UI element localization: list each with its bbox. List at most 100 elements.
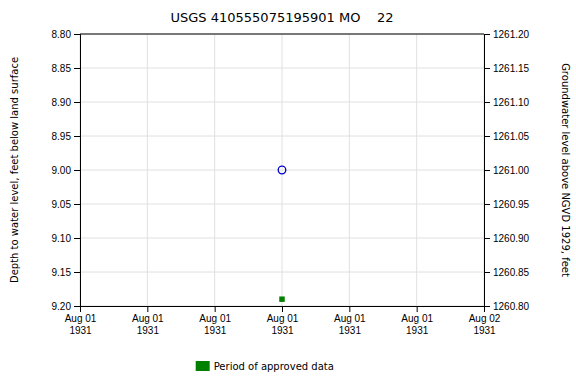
tick-label: 9.10 (52, 233, 72, 244)
tick-label: Aug 011931 (334, 313, 366, 336)
tick-mark (74, 306, 80, 307)
tick-mark (74, 272, 80, 273)
tick-label-line: Aug 01 (267, 313, 299, 324)
tick-mark (147, 306, 148, 312)
tick: Aug 011931 (132, 306, 164, 336)
tick: 8.80 (52, 29, 80, 40)
tick-label: Aug 021931 (469, 313, 501, 336)
tick: 1261.10 (484, 97, 530, 108)
tick-label: Aug 011931 (267, 313, 299, 336)
plot: Aug 011931Aug 011931Aug 011931Aug 011931… (52, 29, 530, 336)
axis-line (485, 35, 491, 307)
tick: 1260.90 (484, 233, 530, 244)
series (279, 296, 284, 301)
tick-label-line: Aug 01 (65, 313, 97, 324)
tick-label-line: 1931 (137, 325, 160, 336)
x-axis: Aug 011931Aug 011931Aug 011931Aug 011931… (65, 306, 501, 336)
tick-label-line: 1931 (204, 325, 227, 336)
tick: Aug 011931 (334, 306, 366, 336)
tick: 1260.95 (484, 199, 530, 210)
tick-mark (484, 34, 490, 35)
tick-label: 9.15 (52, 267, 72, 278)
tick-mark (484, 68, 490, 69)
tick: 9.00 (52, 165, 80, 176)
tick-label: Aug 011931 (65, 313, 97, 336)
tick-label: 1261.10 (493, 97, 530, 108)
y-axis-title: Depth to water level, feet below land su… (9, 57, 20, 283)
point (279, 296, 284, 301)
axis-line (81, 307, 485, 313)
legend-swatch (196, 361, 210, 371)
tick-label: 9.20 (52, 301, 72, 312)
grid-line (214, 34, 215, 306)
tick-label-line: Aug 01 (132, 313, 164, 324)
grid-line (349, 34, 350, 306)
tick-label: 1260.90 (493, 233, 530, 244)
tick: 1260.80 (484, 301, 530, 312)
tick-mark (349, 306, 350, 312)
tick: 8.85 (52, 63, 80, 74)
tick-mark (484, 306, 490, 307)
tick: 1261.15 (484, 63, 530, 74)
tick-mark (484, 170, 490, 171)
tick: 1261.00 (484, 165, 530, 176)
tick-label-line: 1931 (339, 325, 362, 336)
tick: Aug 011931 (199, 306, 231, 336)
tick-label: Aug 011931 (132, 313, 164, 336)
axis-line (74, 35, 81, 307)
tick-label: 1261.05 (493, 131, 530, 142)
grid-line (147, 34, 148, 306)
tick-mark (484, 272, 490, 273)
tick-mark (74, 34, 80, 35)
tick-label-line: Aug 01 (401, 313, 433, 324)
frame (80, 34, 484, 35)
tick-mark (484, 238, 490, 239)
tick-mark (74, 170, 80, 171)
grid-line (282, 34, 283, 306)
tick: 1261.20 (484, 29, 530, 40)
y-axis: 8.80 8.85 8.90 8.95 9.00 9.05 9.10 9.15 9.20 (52, 29, 81, 312)
tick-label: 1260.80 (493, 301, 530, 312)
tick-label: 9.00 (52, 165, 72, 176)
tick-label: 1261.20 (493, 29, 530, 40)
legend-item: Period of approved data (196, 361, 334, 372)
tick-label: 1260.95 (493, 199, 530, 210)
y2-axis-title: Groundwater level above NGVD 1929, feet (560, 63, 571, 277)
tick-label: 1261.00 (493, 165, 530, 176)
tick: 9.10 (52, 233, 80, 244)
tick: 1261.05 (484, 131, 530, 142)
tick-label: 1261.15 (493, 63, 530, 74)
tick: 8.95 (52, 131, 80, 142)
marks (278, 166, 286, 302)
point (278, 166, 286, 174)
tick-mark (215, 306, 216, 312)
grid-line (80, 34, 484, 35)
tick-label-line: 1931 (406, 325, 429, 336)
tick-label: 8.95 (52, 131, 72, 142)
tick-mark (74, 68, 80, 69)
tick-label: 8.90 (52, 97, 72, 108)
tick-mark (484, 136, 490, 137)
tick-label-line: Aug 02 (469, 313, 501, 324)
tick-mark (74, 102, 80, 103)
grid (80, 34, 484, 306)
tick-label-line: 1931 (473, 325, 496, 336)
tick-mark (74, 204, 80, 205)
tick-label: 8.80 (52, 29, 72, 40)
tick-label-line: 1931 (271, 325, 294, 336)
tick: 1260.85 (484, 267, 530, 278)
tick: 9.20 (52, 301, 80, 312)
tick-label: 9.05 (52, 199, 72, 210)
tick: 9.05 (52, 199, 80, 210)
grid-line (416, 34, 417, 306)
tick: 9.15 (52, 267, 80, 278)
series (278, 166, 286, 174)
tick-mark (484, 204, 490, 205)
tick-label: Aug 011931 (199, 313, 231, 336)
tick-mark (484, 102, 490, 103)
legend: Period of approved data (196, 361, 334, 372)
tick: Aug 011931 (267, 306, 299, 336)
tick-label: Aug 011931 (401, 313, 433, 336)
tick-label-line: 1931 (69, 325, 92, 336)
tick-mark (282, 306, 283, 312)
